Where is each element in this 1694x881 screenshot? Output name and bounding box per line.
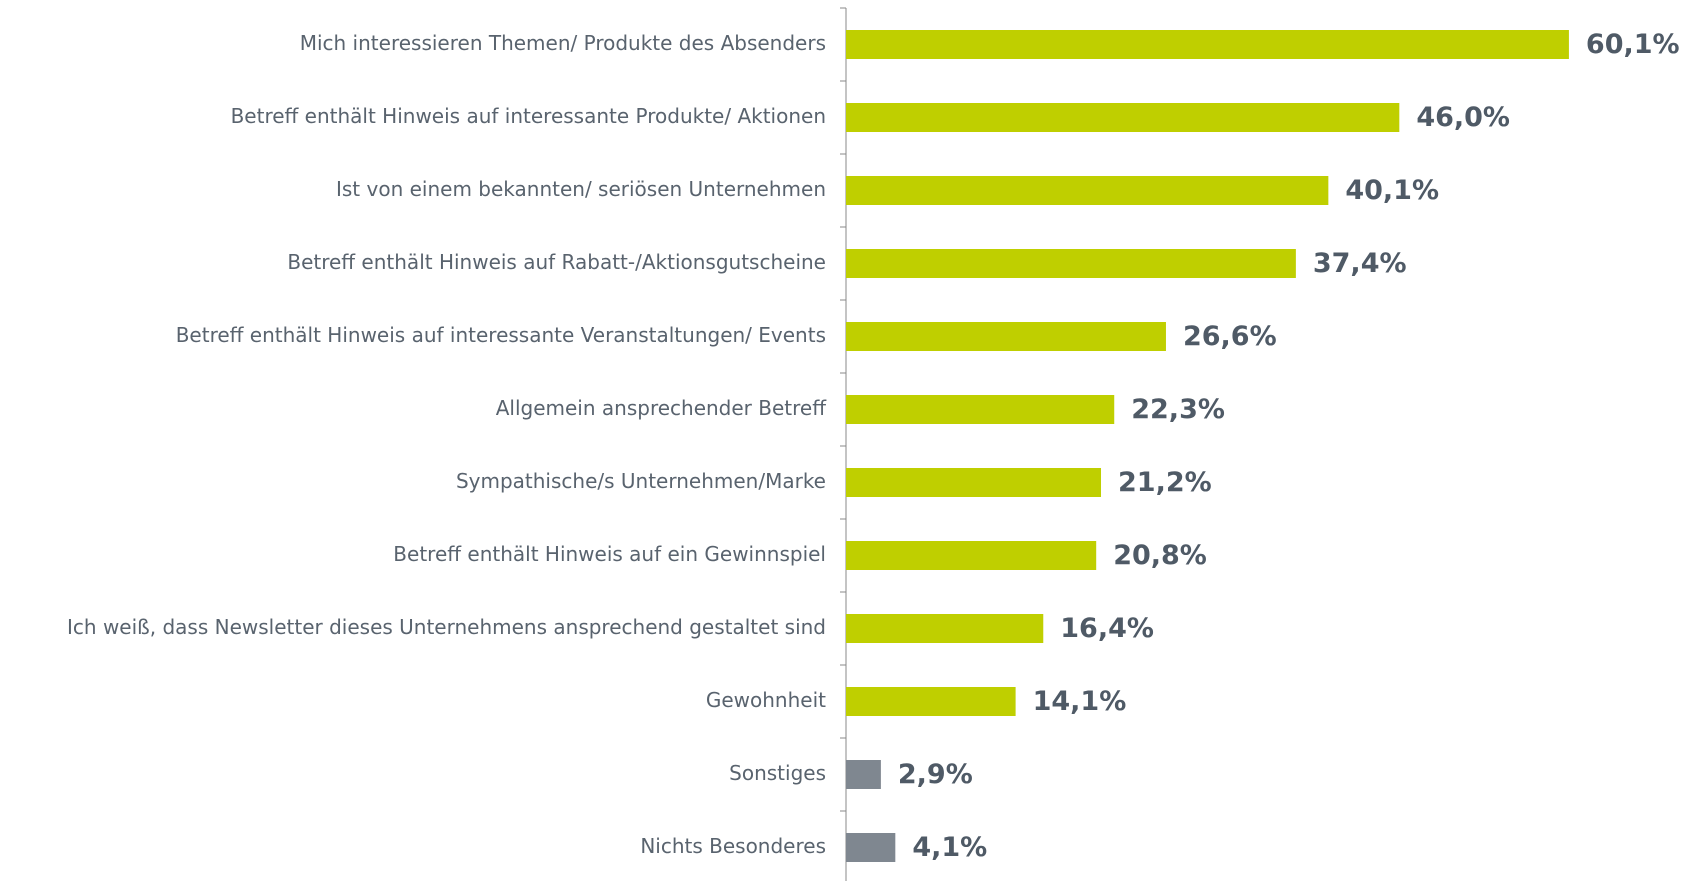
bar: [846, 760, 881, 789]
value-label: 2,9%: [898, 759, 973, 790]
bar: [846, 30, 1569, 59]
value-label: 22,3%: [1131, 394, 1225, 425]
value-label: 20,8%: [1113, 540, 1207, 571]
category-label: Nichts Besonderes: [640, 834, 826, 858]
value-label: 16,4%: [1060, 613, 1154, 644]
category-label: Allgemein ansprechender Betreff: [496, 396, 827, 420]
bar: [846, 614, 1044, 643]
bar: [846, 322, 1166, 351]
category-label: Sonstiges: [729, 761, 826, 785]
value-label: 46,0%: [1416, 102, 1510, 133]
category-label: Sympathische/s Unternehmen/Marke: [456, 469, 826, 493]
bar: [846, 468, 1102, 497]
category-label: Betreff enthält Hinweis auf ein Gewinnsp…: [393, 542, 826, 566]
value-label: 21,2%: [1118, 467, 1212, 498]
value-label: 60,1%: [1586, 29, 1680, 60]
bar: [846, 833, 896, 862]
value-label: 40,1%: [1345, 175, 1439, 206]
category-label: Ich weiß, dass Newsletter dieses Unterne…: [67, 615, 826, 639]
value-label: 14,1%: [1033, 686, 1127, 717]
value-label: 37,4%: [1313, 248, 1407, 279]
bar: [846, 176, 1329, 205]
category-label: Betreff enthält Hinweis auf interessante…: [176, 323, 826, 347]
category-label: Gewohnheit: [706, 688, 826, 712]
bar: [846, 249, 1296, 278]
bar: [846, 541, 1097, 570]
value-label: 4,1%: [912, 832, 987, 863]
value-label: 26,6%: [1183, 321, 1277, 352]
category-label: Ist von einem bekannten/ seriösen Untern…: [336, 177, 826, 201]
category-label: Betreff enthält Hinweis auf Rabatt-/Akti…: [287, 250, 826, 274]
category-label: Mich interessieren Themen/ Produkte des …: [300, 31, 826, 55]
bar: [846, 103, 1400, 132]
bar: [846, 687, 1016, 716]
bar: [846, 395, 1115, 424]
category-label: Betreff enthält Hinweis auf interessante…: [231, 104, 826, 128]
